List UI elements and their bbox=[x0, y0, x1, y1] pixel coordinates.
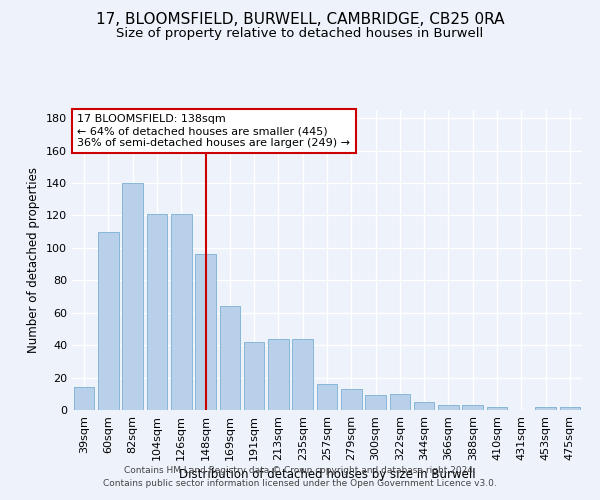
Bar bbox=[341, 389, 362, 410]
Bar bbox=[487, 407, 508, 410]
Bar bbox=[244, 342, 265, 410]
Bar bbox=[268, 338, 289, 410]
Text: Size of property relative to detached houses in Burwell: Size of property relative to detached ho… bbox=[116, 28, 484, 40]
Text: 17, BLOOMSFIELD, BURWELL, CAMBRIDGE, CB25 0RA: 17, BLOOMSFIELD, BURWELL, CAMBRIDGE, CB2… bbox=[96, 12, 504, 28]
Bar bbox=[220, 306, 240, 410]
Text: 17 BLOOMSFIELD: 138sqm
← 64% of detached houses are smaller (445)
36% of semi-de: 17 BLOOMSFIELD: 138sqm ← 64% of detached… bbox=[77, 114, 350, 148]
Text: Contains HM Land Registry data © Crown copyright and database right 2024.
Contai: Contains HM Land Registry data © Crown c… bbox=[103, 466, 497, 487]
Bar bbox=[171, 214, 191, 410]
Bar bbox=[122, 183, 143, 410]
Bar bbox=[365, 396, 386, 410]
Bar bbox=[414, 402, 434, 410]
Bar bbox=[74, 388, 94, 410]
Bar bbox=[292, 338, 313, 410]
Bar bbox=[463, 405, 483, 410]
Bar bbox=[317, 384, 337, 410]
Bar bbox=[195, 254, 216, 410]
Bar bbox=[438, 405, 459, 410]
Bar bbox=[535, 407, 556, 410]
Y-axis label: Number of detached properties: Number of detached properties bbox=[28, 167, 40, 353]
X-axis label: Distribution of detached houses by size in Burwell: Distribution of detached houses by size … bbox=[179, 468, 475, 481]
Bar bbox=[146, 214, 167, 410]
Bar bbox=[98, 232, 119, 410]
Bar bbox=[389, 394, 410, 410]
Bar bbox=[560, 407, 580, 410]
